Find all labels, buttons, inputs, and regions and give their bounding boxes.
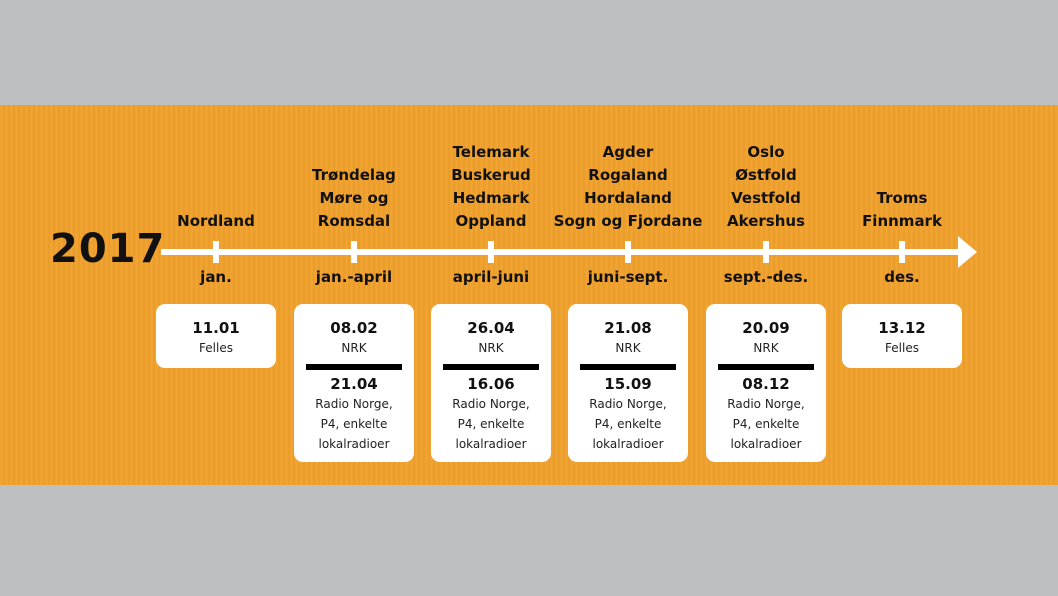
card-label: Radio Norge,: [315, 397, 393, 411]
region-name: Vestfold: [731, 189, 801, 207]
year-label: 2017: [50, 226, 166, 272]
region-name: Rogaland: [588, 166, 668, 184]
region-name: Hordaland: [584, 189, 672, 207]
region-name: Buskerud: [451, 166, 531, 184]
milestone-period: jan.: [200, 268, 232, 286]
card-label: NRK: [341, 341, 367, 355]
card-date: 08.12: [742, 375, 790, 393]
region-name: Nordland: [177, 212, 255, 230]
milestone-card: 20.09 NRK 08.12 Radio Norge, P4, enkelte loka…: [706, 304, 826, 462]
region-name: Agder: [602, 143, 654, 161]
card-divider: [718, 364, 814, 370]
card-label: Felles: [885, 341, 919, 355]
card-date: 08.02: [330, 319, 378, 337]
timeline-tick: [351, 241, 357, 263]
region-name: Akershus: [727, 212, 805, 230]
region-name: Trøndelag: [312, 166, 396, 184]
card-divider: [443, 364, 539, 370]
card-divider: [306, 364, 402, 370]
milestone-period: jan.-april: [315, 268, 393, 286]
region-name: Troms: [876, 189, 928, 207]
card-label: P4, enkelte: [594, 417, 662, 431]
timeline-tick: [625, 241, 631, 263]
region-name: Østfold: [735, 166, 797, 184]
milestone-card: 11.01 Felles: [156, 304, 276, 368]
timeline-tick: [763, 241, 769, 263]
card-label: Radio Norge,: [589, 397, 667, 411]
timeline-axis: [161, 249, 961, 255]
card-label: Felles: [199, 341, 233, 355]
card-date: 26.04: [467, 319, 515, 337]
milestone-card: 13.12 Felles: [842, 304, 962, 368]
milestone-regions: Trøndelag Møre og Romsdal: [279, 164, 429, 233]
card-label: lokalradioer: [455, 437, 527, 451]
card-label: NRK: [478, 341, 504, 355]
card-label: P4, enkelte: [320, 417, 388, 431]
milestone-regions: Telemark Buskerud Hedmark Oppland: [416, 141, 566, 233]
card-date: 11.01: [192, 319, 240, 337]
card-label: P4, enkelte: [457, 417, 525, 431]
region-name: Finnmark: [862, 212, 942, 230]
milestone-regions: Agder Rogaland Hordaland Sogn og Fjordane: [553, 141, 703, 233]
card-date: 21.04: [330, 375, 378, 393]
region-name: Romsdal: [317, 212, 391, 230]
milestone-period: sept.-des.: [723, 268, 809, 286]
milestone-period: juni-sept.: [587, 268, 669, 286]
region-name: Hedmark: [452, 189, 530, 207]
card-label: lokalradioer: [318, 437, 390, 451]
timeline-tick: [899, 241, 905, 263]
card-label: NRK: [753, 341, 779, 355]
region-name: Oslo: [747, 143, 785, 161]
milestone-card: 21.08 NRK 15.09 Radio Norge, P4, enkelte loka…: [568, 304, 688, 462]
card-label: NRK: [615, 341, 641, 355]
milestone-regions: Oslo Østfold Vestfold Akershus: [691, 141, 841, 233]
card-date: 15.09: [604, 375, 652, 393]
card-label: Radio Norge,: [452, 397, 530, 411]
card-label: lokalradioer: [592, 437, 664, 451]
milestone-regions: Nordland: [141, 210, 291, 233]
region-name: Telemark: [452, 143, 530, 161]
card-divider: [580, 364, 676, 370]
milestone-card: 26.04 NRK 16.06 Radio Norge, P4, enkelte loka…: [431, 304, 551, 462]
milestone-regions: Troms Finnmark: [827, 187, 977, 233]
card-label: Radio Norge,: [727, 397, 805, 411]
region-name: Sogn og Fjordane: [553, 212, 703, 230]
milestone-period: des.: [884, 268, 920, 286]
card-label: P4, enkelte: [732, 417, 800, 431]
milestone-card: 08.02 NRK 21.04 Radio Norge, P4, enkelte loka…: [294, 304, 414, 462]
card-date: 13.12: [878, 319, 926, 337]
timeline-tick: [488, 241, 494, 263]
region-name: Oppland: [455, 212, 527, 230]
milestone-period: april-juni: [452, 268, 530, 286]
region-name: Møre og: [319, 189, 389, 207]
card-label: lokalradioer: [730, 437, 802, 451]
timeline-arrow-icon: [958, 236, 977, 268]
timeline-tick: [213, 241, 219, 263]
card-date: 16.06: [467, 375, 515, 393]
card-date: 20.09: [742, 319, 790, 337]
card-date: 21.08: [604, 319, 652, 337]
